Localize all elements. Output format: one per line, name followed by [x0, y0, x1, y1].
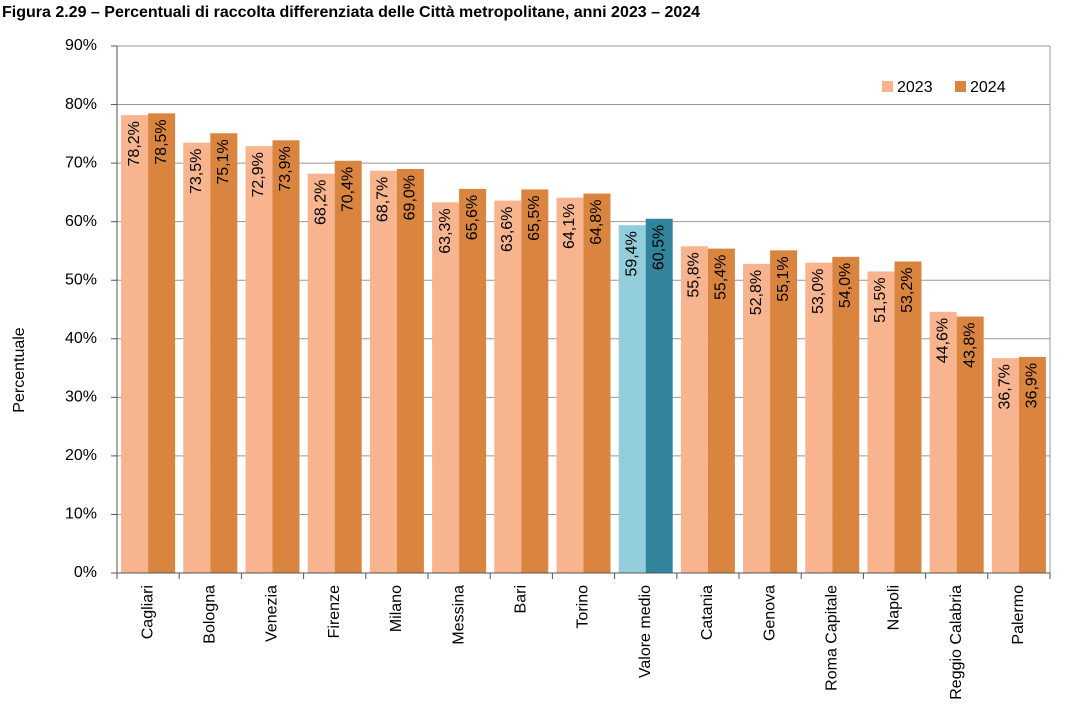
y-tick-label: 30% [65, 389, 97, 406]
x-tick-label: Torino [575, 585, 592, 629]
bar [432, 202, 460, 574]
x-tick-label: Firenze [326, 585, 343, 638]
y-axis-label: Percentuale [11, 327, 28, 412]
value-label: 51,5% [872, 277, 889, 322]
value-label: 73,9% [277, 146, 294, 191]
bar [148, 113, 176, 573]
bar [245, 146, 273, 573]
bar [521, 189, 549, 573]
value-label: 55,8% [686, 252, 703, 297]
bar [210, 133, 238, 573]
bar [770, 250, 798, 573]
bar [369, 170, 397, 573]
y-tick-label: 50% [65, 271, 97, 288]
value-label: 36,9% [1024, 363, 1041, 408]
x-tick-label: Palermo [1010, 585, 1027, 645]
legend-label: 2024 [970, 79, 1006, 96]
x-tick-label: Napoli [886, 585, 903, 630]
value-label: 64,8% [588, 200, 605, 245]
value-label: 68,7% [375, 177, 392, 222]
bar [707, 248, 735, 573]
bar [805, 262, 833, 573]
value-label: 73,5% [188, 149, 205, 194]
bar [894, 261, 922, 573]
x-tick-label: Venezia [264, 585, 281, 642]
bar [618, 225, 646, 573]
bar [183, 142, 211, 573]
bar [956, 316, 984, 573]
x-tick-label: Catania [699, 585, 716, 640]
bar [991, 358, 1019, 573]
y-tick-label: 10% [65, 506, 97, 523]
bar [556, 197, 584, 574]
value-label: 54,0% [837, 263, 854, 308]
legend-swatch [882, 81, 893, 92]
bar [743, 263, 771, 573]
value-label: 53,0% [810, 269, 827, 314]
bar [272, 140, 300, 573]
value-label: 64,1% [561, 204, 578, 249]
value-label: 44,6% [934, 318, 951, 363]
value-label: 78,2% [126, 121, 143, 166]
value-label: 63,6% [499, 207, 516, 252]
legend-swatch [955, 81, 966, 92]
value-label: 72,9% [250, 152, 267, 197]
bar [334, 160, 362, 573]
value-label: 36,7% [997, 364, 1014, 409]
bar [832, 256, 860, 573]
x-tick-label: Cagliari [139, 585, 156, 639]
y-tick-label: 90% [65, 37, 97, 54]
bar [680, 246, 708, 573]
value-label: 59,4% [623, 231, 640, 276]
x-tick-label: Valore medio [637, 585, 654, 678]
value-label: 65,5% [526, 195, 543, 240]
value-label: 52,8% [748, 270, 765, 315]
y-tick-label: 0% [74, 564, 97, 581]
legend-label: 2023 [897, 79, 933, 96]
y-tick-label: 20% [65, 447, 97, 464]
x-tick-label: Bari [513, 585, 530, 613]
bar [396, 168, 424, 573]
value-label: 60,5% [650, 225, 667, 270]
value-label: 75,1% [215, 139, 232, 184]
y-tick-label: 80% [65, 96, 97, 113]
value-label: 63,3% [437, 208, 454, 253]
y-tick-label: 60% [65, 213, 97, 230]
bar [645, 218, 673, 573]
x-tick-label: Messina [450, 585, 467, 645]
bar [867, 271, 895, 573]
y-tick-label: 40% [65, 330, 97, 347]
y-tick-label: 70% [65, 154, 97, 171]
value-label: 53,2% [899, 267, 916, 312]
x-tick-label: Reggio Calabria [948, 585, 965, 700]
bar [929, 311, 957, 573]
value-label: 65,6% [464, 195, 481, 240]
bar [459, 188, 487, 573]
value-label: 68,2% [312, 180, 329, 225]
x-tick-label: Roma Capitale [824, 585, 841, 691]
value-label: 43,8% [961, 323, 978, 368]
x-tick-label: Milano [388, 585, 405, 632]
value-label: 69,0% [402, 175, 419, 220]
value-label: 55,4% [713, 255, 730, 300]
bar [307, 173, 335, 573]
chart-title: Figura 2.29 – Percentuali di raccolta di… [2, 4, 700, 21]
value-label: 70,4% [339, 167, 356, 212]
value-label: 55,1% [775, 256, 792, 301]
x-tick-label: Genova [761, 585, 778, 641]
bar [121, 115, 149, 574]
value-label: 78,5% [153, 119, 170, 164]
bar [1018, 356, 1046, 573]
bar [494, 200, 522, 573]
x-tick-label: Bologna [202, 585, 219, 644]
bar [583, 193, 611, 573]
